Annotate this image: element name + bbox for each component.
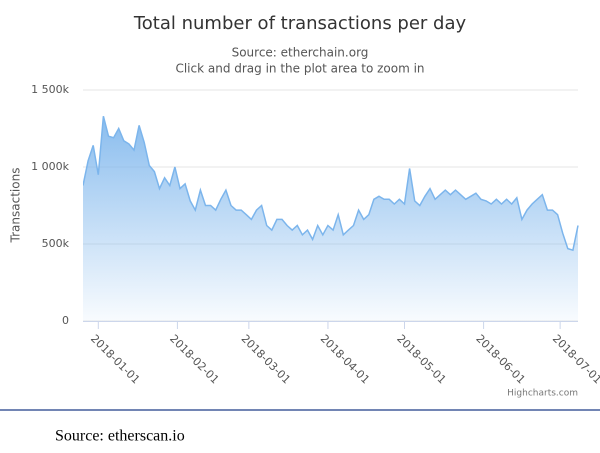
x-tick-label: 2018-03-01 <box>239 332 293 386</box>
area-line <box>83 116 579 252</box>
caption: Source: etherscan.io <box>55 428 185 445</box>
y-tick-label: 1 000k <box>31 160 69 173</box>
chart-title: Total number of transactions per day <box>133 13 467 34</box>
x-tick-label: 2018-02-01 <box>167 332 221 386</box>
x-tick-label: 2018-05-01 <box>394 332 448 386</box>
plot <box>83 116 579 321</box>
chart-subtitle: Source: etherchain.org <box>232 46 369 60</box>
area <box>83 116 578 321</box>
x-tick-label: 2018-01-01 <box>88 332 142 386</box>
credit: Highcharts.com <box>507 389 578 399</box>
x-tick-label: 2018-06-01 <box>473 332 527 386</box>
x-tick-label: 2018-07-01 <box>550 332 600 386</box>
zoom-hint: Click and drag in the plot area to zoom … <box>175 62 424 76</box>
y-axis-label: Transactions <box>9 168 23 244</box>
x-tick-label: 2018-04-01 <box>318 332 372 386</box>
y-tick-label: 500k <box>42 237 70 250</box>
y-tick-label: 1 500k <box>31 83 69 96</box>
y-tick-label: 0 <box>62 314 69 327</box>
